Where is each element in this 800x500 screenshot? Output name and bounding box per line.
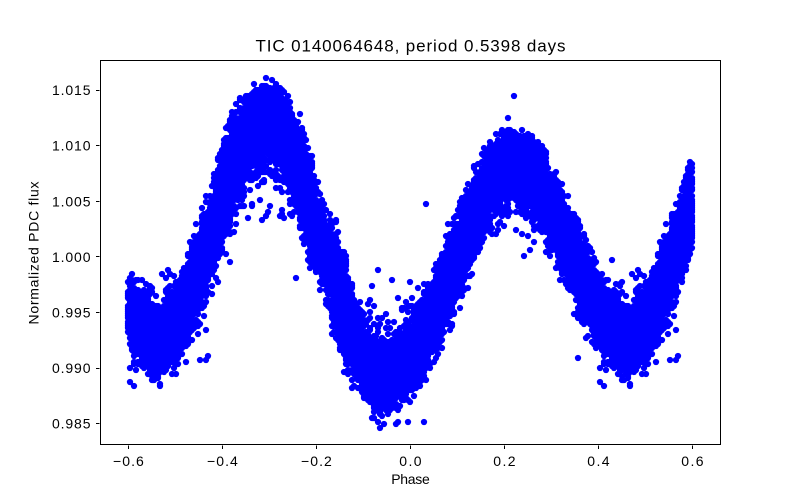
svg-text:1.000: 1.000 xyxy=(52,249,91,265)
svg-text:1.015: 1.015 xyxy=(52,82,91,98)
svg-text:TIC 0140064648, period 0.5398: TIC 0140064648, period 0.5398 days xyxy=(256,37,566,56)
svg-text:0.995: 0.995 xyxy=(52,304,91,320)
svg-text:0.990: 0.990 xyxy=(52,360,91,376)
svg-text:0.6: 0.6 xyxy=(681,453,704,469)
svg-text:0.0: 0.0 xyxy=(399,453,422,469)
svg-text:0.985: 0.985 xyxy=(52,415,91,431)
svg-text:Normalized PDC flux: Normalized PDC flux xyxy=(26,182,42,325)
svg-text:−0.2: −0.2 xyxy=(301,453,332,469)
svg-text:1.005: 1.005 xyxy=(52,193,91,209)
svg-text:0.4: 0.4 xyxy=(587,453,610,469)
svg-text:−0.4: −0.4 xyxy=(207,453,238,469)
svg-text:0.2: 0.2 xyxy=(493,453,516,469)
svg-text:1.010: 1.010 xyxy=(52,138,91,154)
svg-text:Phase: Phase xyxy=(391,471,430,487)
svg-text:−0.6: −0.6 xyxy=(113,453,144,469)
